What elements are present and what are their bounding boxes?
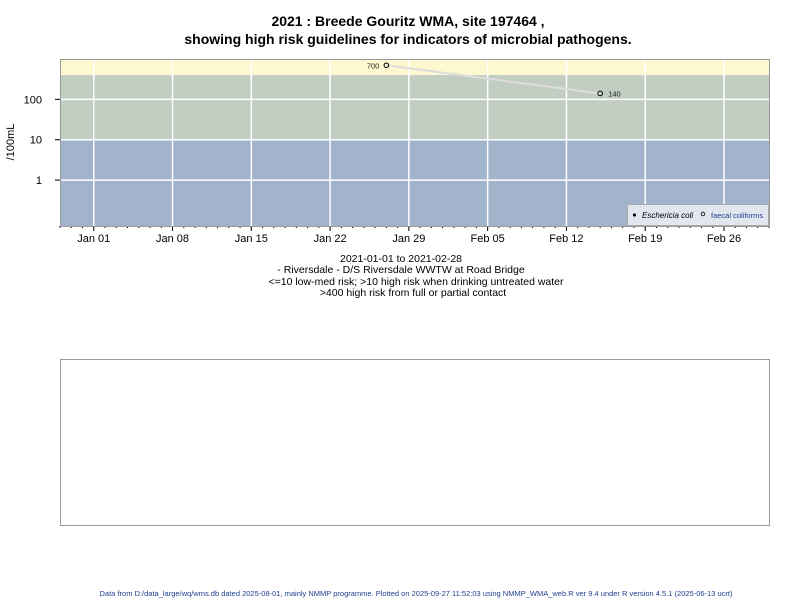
y-axis-label: /100mL — [5, 124, 17, 161]
legend-label-faecal: faecal coliforms — [711, 211, 763, 220]
legend-label-ecoli: Eschericia coli — [642, 211, 693, 220]
x-tick-label: Feb 26 — [707, 233, 741, 245]
data-label: 700 — [367, 61, 380, 70]
plot-frame — [60, 59, 770, 227]
legend-box — [627, 204, 769, 226]
y-tick-label: 100 — [24, 94, 42, 106]
x-tick-label: Jan 01 — [77, 233, 110, 245]
footer-note: Data from D:/data_large/wq/wms.db dated … — [100, 589, 733, 598]
risk-band — [60, 59, 769, 76]
series-line — [386, 64, 601, 95]
chart-title-line-2: showing high risk guidelines for indicat… — [184, 31, 631, 47]
x-tick-label: Feb 19 — [628, 233, 662, 245]
y-tick-label: 10 — [30, 135, 42, 147]
chart-title-line-1: 2021 : Breede Gouritz WMA, site 197464 , — [271, 13, 544, 29]
y-tick-label: 1 — [36, 175, 42, 187]
data-point — [383, 62, 390, 69]
x-tick-label: Jan 08 — [156, 233, 189, 245]
x-tick-label: Feb 12 — [549, 233, 583, 245]
legend-marker-ecoli — [632, 213, 637, 217]
legend-marker-faecal — [700, 211, 706, 217]
empty-panel — [60, 359, 770, 526]
risk-band — [60, 75, 769, 140]
x-tick-label: Feb 05 — [471, 233, 505, 245]
data-point — [597, 90, 603, 97]
x-tick-label: Jan 22 — [314, 233, 347, 245]
caption-site: - Riversdale - D/S Riversdale WWTW at Ro… — [277, 264, 525, 276]
x-tick-label: Jan 15 — [235, 233, 268, 245]
caption-date-range: 2021-01-01 to 2021-02-28 — [340, 253, 462, 265]
caption-guideline-2: >400 high risk from full or partial cont… — [320, 287, 507, 299]
data-label: 140 — [608, 89, 621, 98]
caption-guideline-1: <=10 low-med risk; >10 high risk when dr… — [268, 276, 564, 288]
x-tick-label: Jan 29 — [392, 233, 425, 245]
